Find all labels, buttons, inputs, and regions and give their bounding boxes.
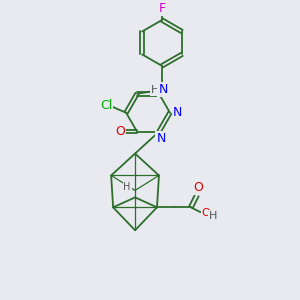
Text: O: O: [193, 181, 203, 194]
Text: O: O: [115, 125, 125, 138]
Text: H: H: [151, 85, 159, 95]
Text: N: N: [158, 83, 168, 96]
Text: Cl: Cl: [100, 99, 112, 112]
Text: N: N: [173, 106, 183, 119]
Text: H: H: [208, 211, 217, 221]
Text: O: O: [201, 208, 210, 218]
Text: N: N: [156, 132, 166, 145]
Text: F: F: [158, 2, 166, 15]
Text: H: H: [123, 182, 131, 192]
